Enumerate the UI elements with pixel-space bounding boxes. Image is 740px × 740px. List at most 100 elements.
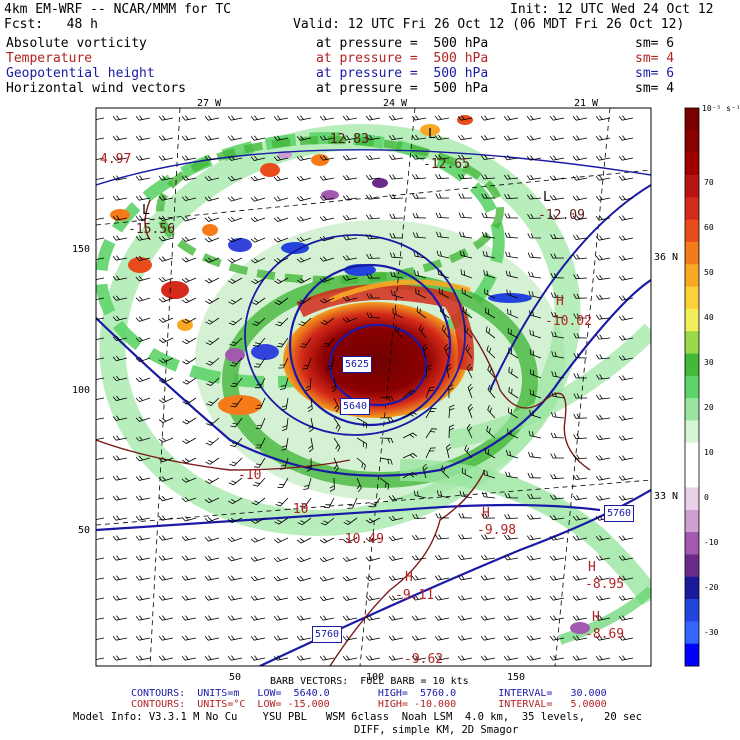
wind-barb — [618, 255, 634, 261]
wind-barb — [296, 635, 312, 641]
wind-barb — [549, 155, 565, 161]
colorbar-swatch — [685, 398, 699, 421]
wind-barb — [250, 175, 266, 182]
wind-barb — [135, 575, 151, 581]
wind-barb — [402, 432, 418, 439]
wind-barb — [550, 473, 565, 480]
wind-barb — [508, 386, 519, 399]
wind-barb — [296, 175, 312, 181]
wind-barb — [278, 357, 289, 369]
wind-barb — [388, 154, 404, 160]
wind-barb — [505, 251, 519, 259]
wind-barb — [505, 270, 519, 279]
wind-barb — [181, 535, 197, 541]
wind-barb — [342, 255, 358, 261]
wind-barb — [550, 292, 565, 299]
wind-barb — [379, 457, 393, 465]
wind-barb — [296, 115, 312, 121]
wind-barb — [526, 115, 542, 121]
wind-barb — [422, 343, 428, 359]
wind-barb — [572, 535, 588, 541]
wind-barb — [135, 215, 151, 221]
wind-barb — [298, 317, 312, 327]
wind-barb — [365, 194, 381, 200]
wind-barb — [135, 336, 151, 343]
wind-barb — [254, 457, 266, 468]
wind-barb — [230, 417, 243, 428]
colorbar-swatch — [685, 509, 699, 533]
wind-barb — [596, 354, 611, 360]
wind-barb — [526, 595, 542, 601]
wind-barb — [296, 277, 312, 284]
map-frame — [95, 107, 652, 667]
wind-barb — [618, 575, 634, 581]
wind-barb — [434, 115, 450, 121]
wind-barb — [319, 115, 335, 121]
wind-barb — [135, 235, 151, 241]
wind-barb — [342, 556, 358, 562]
wind-barb — [342, 155, 358, 161]
wind-barb — [277, 477, 289, 488]
wind-barb — [595, 575, 611, 581]
wind-barb — [204, 655, 220, 661]
colorbar-label: 20 — [704, 403, 714, 412]
wind-barb — [96, 237, 105, 241]
wind-barb — [96, 197, 105, 201]
wind-barb — [549, 555, 565, 561]
wind-barb — [296, 135, 312, 141]
wind-barb — [296, 556, 312, 563]
wind-barb — [96, 657, 105, 661]
wind-barb — [158, 515, 174, 521]
wind-barb — [181, 115, 197, 121]
wind-barb — [480, 554, 496, 561]
wind-barb — [549, 494, 565, 500]
wind-barb — [135, 296, 151, 302]
field-height-sm: sm= 6 — [635, 66, 675, 81]
wind-barb — [411, 134, 427, 141]
wind-barb — [618, 595, 634, 601]
diffusion-info: DIFF, simple KM, 2D Smagor — [354, 724, 519, 736]
colorbar-label: -20 — [704, 583, 719, 592]
wind-barb — [388, 615, 404, 621]
wind-barb — [379, 396, 395, 402]
wind-barb — [252, 477, 266, 487]
temp-label: -9.62 — [404, 652, 444, 667]
temp-label: -12.65 — [423, 157, 470, 172]
wind-barb — [618, 495, 634, 501]
field-vorticity-name: Absolute vorticity — [6, 36, 147, 51]
wind-barb — [296, 576, 312, 582]
wind-barb — [504, 513, 519, 520]
wind-barb — [281, 397, 289, 411]
wind-barb — [388, 595, 404, 601]
wind-barb — [252, 317, 266, 326]
wind-barb — [549, 214, 565, 220]
wind-barb — [204, 175, 220, 182]
wind-barb — [158, 437, 174, 443]
wind-barb — [366, 312, 381, 319]
wind-barb — [437, 269, 450, 279]
wind-barb — [480, 575, 496, 581]
wind-barb — [526, 514, 542, 520]
wind-barb — [618, 615, 634, 621]
wind-barb — [458, 513, 473, 519]
wind-barb — [457, 554, 473, 561]
wind-barb — [96, 337, 105, 341]
wind-barb — [135, 175, 151, 181]
wind-barb — [411, 635, 427, 641]
colorbar-units: 10⁻⁵ s⁻¹ — [702, 104, 740, 113]
colorbar-swatch — [685, 197, 699, 221]
wind-barb — [273, 635, 289, 641]
wind-barb — [228, 497, 243, 505]
wind-barb — [204, 155, 220, 161]
wind-barb — [527, 472, 542, 479]
wind-barb — [618, 155, 634, 161]
wind-barb — [366, 214, 381, 220]
wind-barb — [227, 257, 243, 264]
wind-barb — [112, 235, 128, 241]
wind-barb — [402, 472, 417, 479]
wind-barb — [596, 374, 611, 380]
wind-barb — [250, 237, 266, 243]
wind-barb — [504, 213, 519, 219]
field-height-name: Geopotential height — [6, 66, 155, 81]
wind-barb — [158, 615, 174, 621]
